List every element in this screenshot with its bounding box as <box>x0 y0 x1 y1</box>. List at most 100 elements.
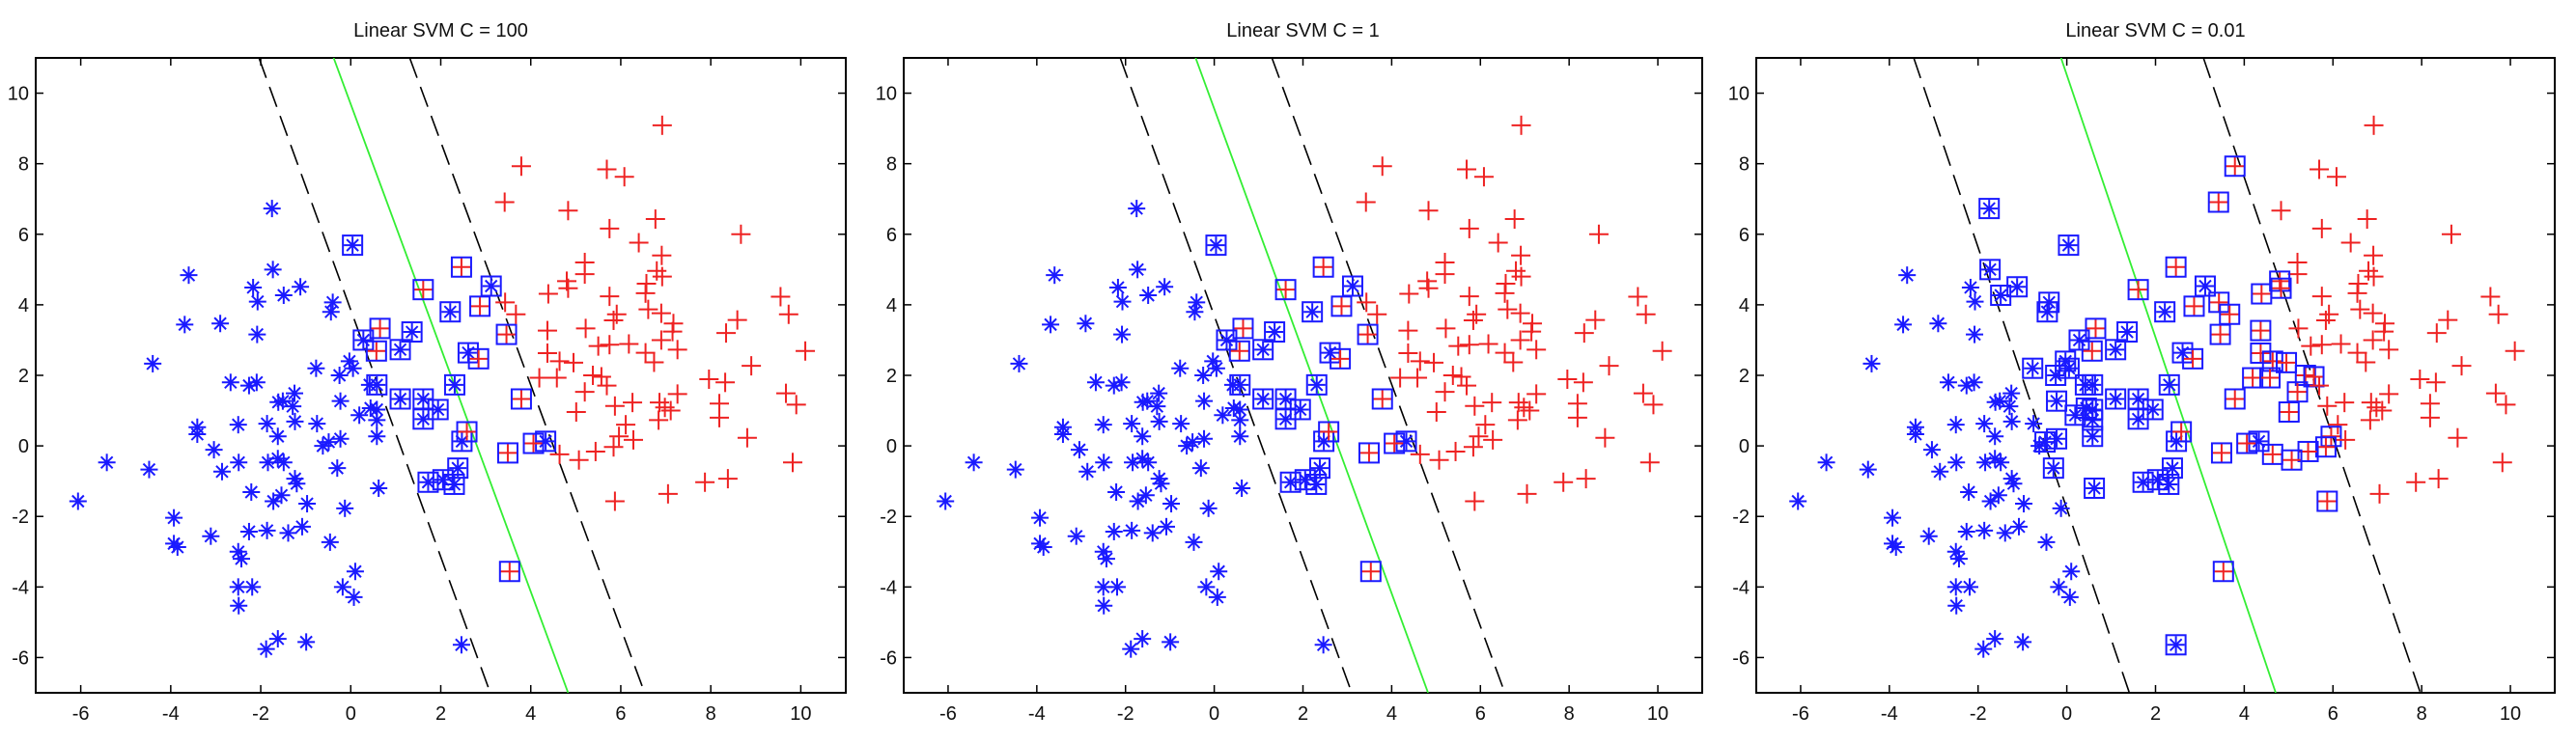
support-vector-box <box>2006 276 2029 298</box>
positive-point <box>2211 443 2231 463</box>
positive-point <box>1356 192 1376 212</box>
positive-point <box>600 287 620 307</box>
positive-point <box>537 320 557 341</box>
star-stroke <box>332 369 347 382</box>
positive-point <box>549 351 570 371</box>
positive-point <box>2166 257 2186 277</box>
positive-point <box>1526 340 1547 360</box>
star-stroke <box>325 295 340 310</box>
star-stroke <box>1196 369 1210 382</box>
negative-point <box>288 475 306 493</box>
negative-point <box>1150 384 1168 402</box>
positive-point <box>731 224 751 244</box>
positive-point <box>2496 395 2516 415</box>
positive-point <box>1410 351 1430 371</box>
negative-point <box>1207 236 1225 255</box>
support-vector-box <box>2314 436 2337 458</box>
y-tick-label: 4 <box>1739 295 1750 316</box>
positive-point <box>742 356 762 376</box>
negative-point <box>1992 453 2010 472</box>
negative-point <box>1919 527 1938 545</box>
positive-point <box>2260 368 2281 388</box>
star-stroke <box>1862 462 1875 477</box>
positive-point <box>1367 304 1387 324</box>
star-stroke <box>2109 343 2122 357</box>
positive-point <box>1448 336 1469 356</box>
positive-point <box>786 395 806 415</box>
y-tick-label: -2 <box>12 507 29 528</box>
star-stroke <box>271 632 285 646</box>
positive-point <box>494 192 515 212</box>
star-stroke <box>1141 289 1155 302</box>
positive-point <box>2364 245 2384 265</box>
star-stroke <box>260 417 274 430</box>
positive-point <box>2213 562 2233 582</box>
star-stroke <box>1135 429 1149 443</box>
star-stroke <box>1992 488 2005 502</box>
negative-point <box>1204 352 1222 371</box>
negative-point <box>230 453 248 472</box>
star-stroke <box>1187 536 1201 549</box>
support-vector-box <box>2085 317 2107 340</box>
negative-point <box>1214 406 1232 425</box>
negative-point <box>2163 459 2181 478</box>
y-tick-label: 2 <box>18 366 29 387</box>
negative-point <box>2014 633 2032 651</box>
negative-point <box>1162 633 1180 651</box>
positive-point <box>549 444 570 464</box>
negative-point <box>322 303 340 321</box>
star-stroke <box>1194 461 1208 475</box>
star-stroke <box>2017 497 2030 510</box>
negative-point <box>1194 367 1213 384</box>
positive-point <box>1643 395 1664 415</box>
positive-point <box>717 469 738 489</box>
positive-point <box>413 280 434 300</box>
positive-point <box>1554 472 1574 492</box>
positive-point <box>1503 352 1524 372</box>
star-stroke <box>1160 520 1173 534</box>
positive-point <box>1275 280 1296 300</box>
positive-point <box>1482 393 1502 413</box>
positive-point <box>1398 343 1418 363</box>
star-stroke <box>224 375 238 390</box>
positive-point <box>1436 318 1456 339</box>
positive-point <box>583 366 603 385</box>
support-vector-box <box>2022 357 2044 379</box>
star-stroke <box>1097 599 1110 613</box>
star-stroke <box>370 429 384 443</box>
star-stroke <box>346 238 359 252</box>
negative-point <box>1233 479 1251 497</box>
star-stroke <box>2158 305 2171 318</box>
negative-point <box>965 453 983 472</box>
positive-point <box>600 218 620 238</box>
support-vector-box <box>432 469 454 491</box>
negative-point <box>1291 400 1309 419</box>
negative-point <box>429 400 447 419</box>
support-vector-box <box>2281 449 2303 471</box>
negative-point <box>445 375 463 394</box>
star-stroke <box>2198 279 2212 293</box>
star-stroke <box>1150 399 1164 413</box>
negative-point <box>1107 482 1126 501</box>
support-vector-box <box>1359 561 1382 583</box>
support-vector-box <box>1979 259 2002 281</box>
positive-point <box>1567 407 1587 427</box>
positive-point <box>2262 444 2282 464</box>
positive-point <box>585 441 605 461</box>
negative-point <box>1986 427 2004 446</box>
negative-point <box>1231 375 1249 394</box>
negative-point <box>1010 354 1028 372</box>
positive-point <box>2410 370 2430 390</box>
support-vector-box <box>2165 256 2187 278</box>
positive-point <box>1508 393 1528 413</box>
star-stroke <box>1988 452 2002 465</box>
support-vector-box <box>496 442 518 464</box>
support-vector-box <box>2248 430 2270 453</box>
star-stroke <box>1190 295 1203 310</box>
support-vector-box <box>2207 191 2229 213</box>
support-vector-box <box>1990 285 2012 307</box>
positive-point <box>2225 389 2245 409</box>
star-stroke <box>1294 402 1307 417</box>
star-stroke <box>1012 357 1026 371</box>
negative-point <box>1965 373 1983 392</box>
